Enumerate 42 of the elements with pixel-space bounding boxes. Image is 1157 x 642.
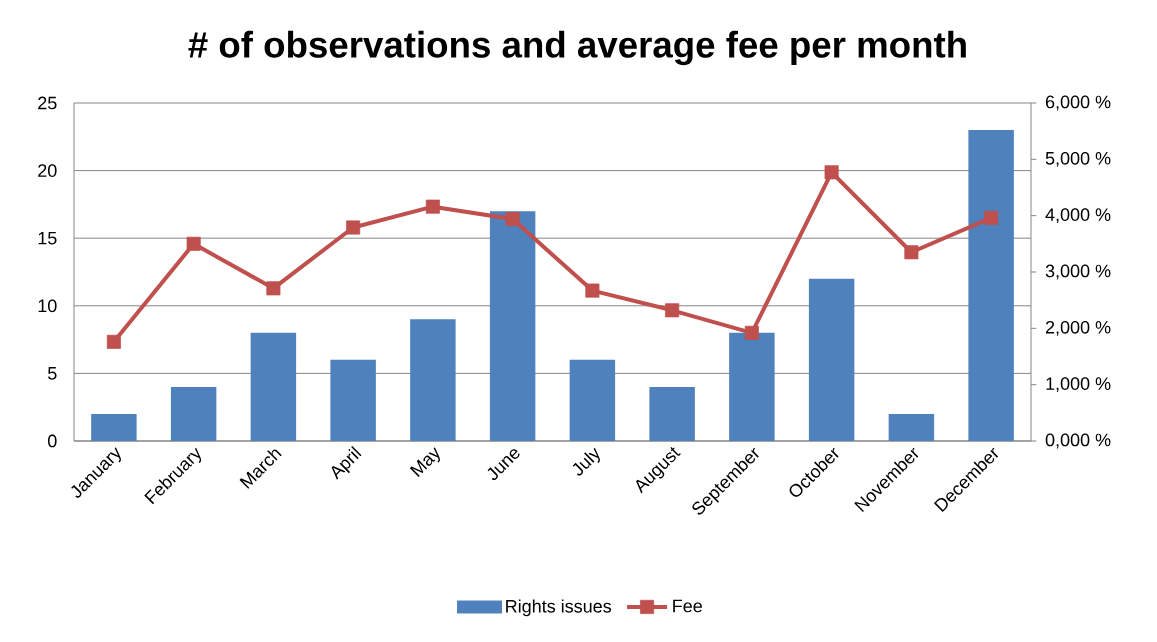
y-tick-label: 10 bbox=[38, 299, 57, 313]
point bbox=[505, 212, 520, 227]
bar bbox=[808, 278, 855, 441]
bar bbox=[330, 359, 376, 441]
y-tick-label: 20 bbox=[38, 164, 57, 177]
y2-tick-label: 5,000 % bbox=[1045, 151, 1111, 167]
y2-tick-label: 4,000 % bbox=[1045, 208, 1111, 224]
point bbox=[744, 325, 759, 340]
point bbox=[106, 334, 121, 349]
chart-title: # of observations and average fee per month bbox=[188, 30, 966, 66]
bar bbox=[250, 332, 297, 441]
point bbox=[665, 303, 680, 318]
y-tick-label: 5 bbox=[48, 367, 57, 380]
point bbox=[346, 220, 361, 235]
legend-label: Rights issues bbox=[506, 599, 612, 617]
bar bbox=[649, 386, 695, 441]
y-tick-label: 25 bbox=[38, 96, 57, 110]
bar bbox=[729, 332, 775, 441]
bar bbox=[489, 211, 536, 441]
y2-tick-label: 0,000 % bbox=[1045, 433, 1111, 449]
x-tick-label: May bbox=[409, 447, 440, 477]
point bbox=[984, 210, 999, 225]
point bbox=[266, 281, 281, 296]
point bbox=[186, 236, 201, 251]
bar bbox=[569, 359, 616, 441]
point bbox=[824, 165, 839, 180]
x-tick-label: July bbox=[572, 447, 600, 476]
point bbox=[585, 283, 600, 298]
point bbox=[904, 245, 919, 260]
legend-label: Fee bbox=[673, 599, 702, 613]
bar bbox=[170, 386, 217, 441]
y-tick-label: 15 bbox=[38, 231, 57, 245]
y2-tick-label: 3,000 % bbox=[1045, 264, 1111, 280]
bar bbox=[968, 130, 1014, 441]
y2-tick-label: 6,000 % bbox=[1045, 95, 1111, 111]
bar bbox=[410, 319, 456, 441]
bar bbox=[91, 413, 137, 441]
bar bbox=[888, 413, 935, 441]
point bbox=[425, 199, 440, 214]
y2-tick-label: 2,000 % bbox=[1045, 320, 1111, 336]
y2-tick-label: 1,000 % bbox=[1046, 377, 1111, 393]
y-tick-label: 0 bbox=[48, 434, 57, 448]
